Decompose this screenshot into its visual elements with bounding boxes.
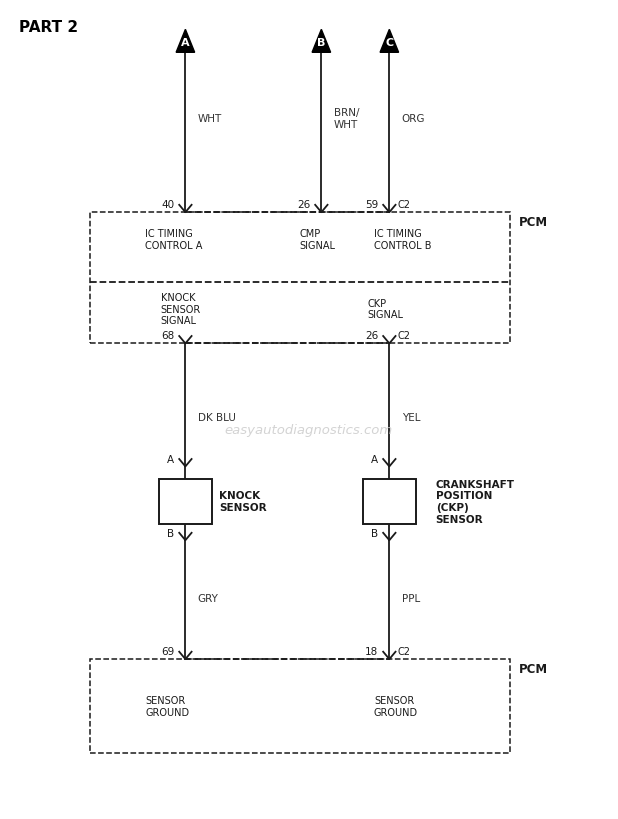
Text: PCM: PCM xyxy=(519,662,548,675)
Text: B: B xyxy=(167,528,174,538)
Text: IC TIMING
CONTROL A: IC TIMING CONTROL A xyxy=(145,229,203,251)
Text: C: C xyxy=(385,38,394,48)
Text: A: A xyxy=(167,455,174,464)
Text: 26: 26 xyxy=(365,331,378,341)
Text: 40: 40 xyxy=(161,200,174,210)
Bar xyxy=(159,479,211,524)
Polygon shape xyxy=(312,30,331,53)
Text: CRANKSHAFT
POSITION
(CKP)
SENSOR: CRANKSHAFT POSITION (CKP) SENSOR xyxy=(436,479,515,524)
Text: 68: 68 xyxy=(161,331,174,341)
Text: C2: C2 xyxy=(397,646,410,656)
Text: CMP
SIGNAL: CMP SIGNAL xyxy=(300,229,336,251)
Bar xyxy=(90,659,510,753)
Polygon shape xyxy=(176,30,195,53)
Text: 26: 26 xyxy=(297,200,310,210)
Text: WHT: WHT xyxy=(198,114,222,124)
Text: A: A xyxy=(181,38,190,48)
Text: BRN/
WHT: BRN/ WHT xyxy=(334,108,359,129)
Text: CKP
SIGNAL: CKP SIGNAL xyxy=(368,298,404,320)
Text: 18: 18 xyxy=(365,646,378,656)
Bar xyxy=(90,213,510,344)
Text: C2: C2 xyxy=(397,200,410,210)
Text: SENSOR
GROUND: SENSOR GROUND xyxy=(145,695,189,717)
Text: DK BLU: DK BLU xyxy=(198,413,235,423)
Text: GRY: GRY xyxy=(198,593,219,603)
Text: PCM: PCM xyxy=(519,215,548,229)
Text: IC TIMING
CONTROL B: IC TIMING CONTROL B xyxy=(374,229,431,251)
Text: PART 2: PART 2 xyxy=(19,20,78,35)
Text: C2: C2 xyxy=(397,331,410,341)
Text: SENSOR
GROUND: SENSOR GROUND xyxy=(374,695,418,717)
Text: 69: 69 xyxy=(161,646,174,656)
Text: KNOCK
SENSOR: KNOCK SENSOR xyxy=(219,491,267,513)
Text: KNOCK
SENSOR
SIGNAL: KNOCK SENSOR SIGNAL xyxy=(161,292,201,326)
Text: B: B xyxy=(371,528,378,538)
Text: 59: 59 xyxy=(365,200,378,210)
Text: YEL: YEL xyxy=(402,413,420,423)
Text: PPL: PPL xyxy=(402,593,420,603)
Bar xyxy=(363,479,415,524)
Polygon shape xyxy=(380,30,399,53)
Text: ORG: ORG xyxy=(402,114,425,124)
Text: A: A xyxy=(371,455,378,464)
Text: B: B xyxy=(317,38,326,48)
Text: easyautodiagnostics.com: easyautodiagnostics.com xyxy=(225,423,393,437)
